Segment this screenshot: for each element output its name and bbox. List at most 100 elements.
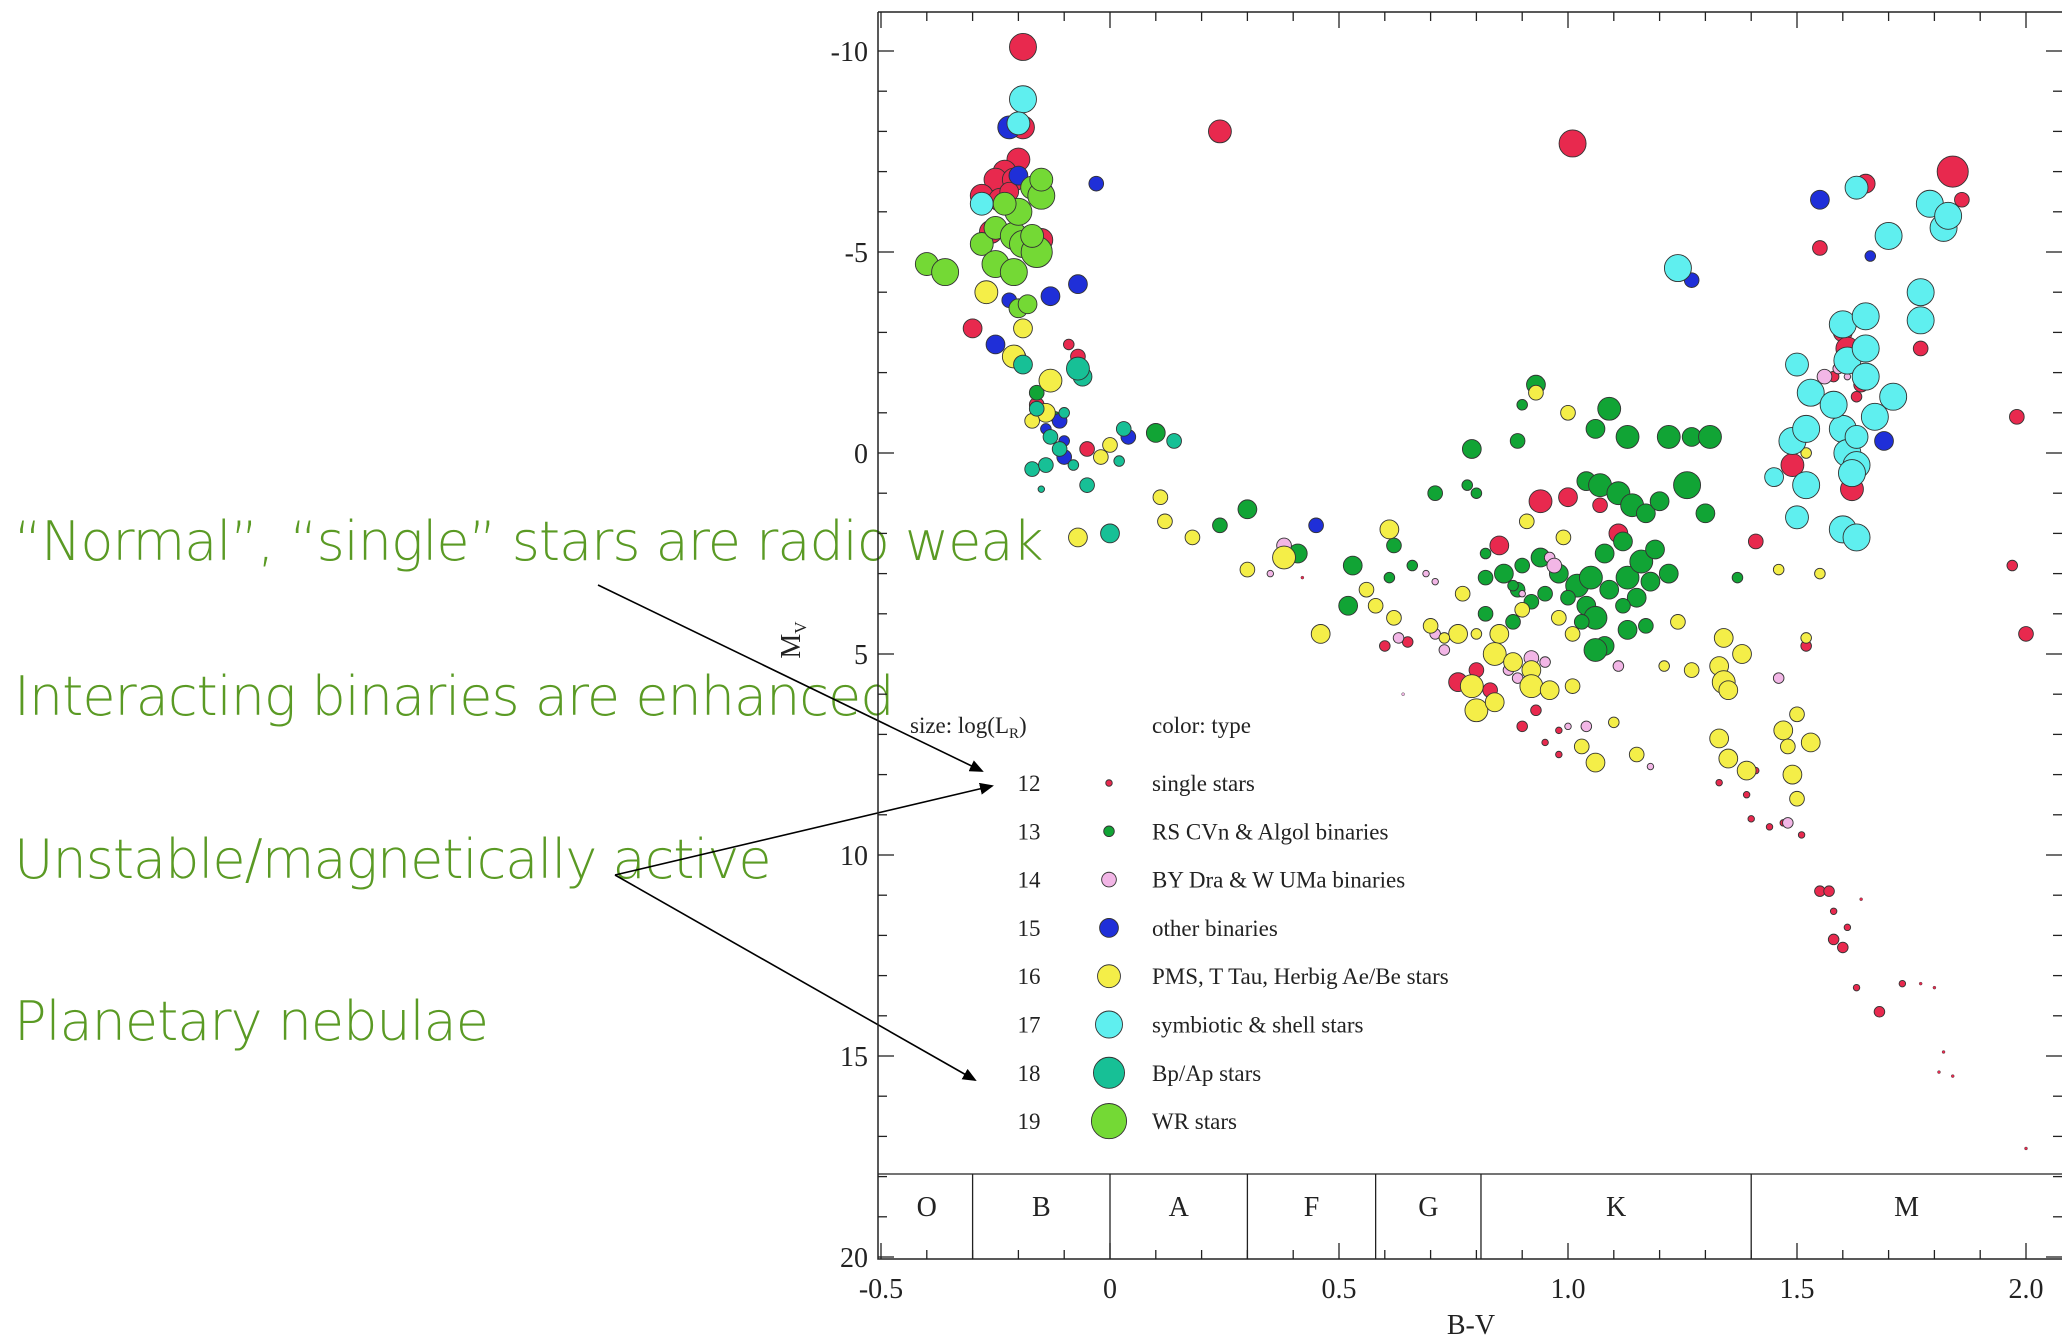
x-tick-label: -0.5 — [859, 1274, 903, 1305]
star-single — [1489, 535, 1510, 556]
star-pms — [1157, 513, 1173, 530]
star-pms — [1093, 449, 1109, 465]
star-pms — [1800, 632, 1812, 644]
star-bydra — [1266, 569, 1275, 578]
star-bpap — [1042, 429, 1059, 445]
star-single — [1555, 750, 1563, 759]
star-single — [1850, 390, 1863, 403]
star-rscvn — [1626, 587, 1647, 608]
star-bpap — [1166, 433, 1182, 449]
star-rscvn — [1636, 503, 1656, 524]
star-bydra — [1401, 692, 1405, 696]
data-points — [914, 33, 2034, 1151]
star-bydra — [1816, 368, 1833, 385]
star-wr — [1020, 224, 1045, 248]
star-rscvn — [1658, 563, 1679, 584]
star-pms — [1367, 597, 1384, 614]
star-rscvn — [1597, 396, 1622, 421]
star-single — [1747, 815, 1755, 823]
star-symb — [1844, 175, 1869, 200]
plot-border — [877, 11, 2062, 1260]
star-bpap — [1067, 459, 1080, 471]
star-wr — [999, 258, 1028, 287]
star-single — [962, 318, 983, 339]
star-pms — [1068, 527, 1088, 548]
legend-color-title: color: type — [1152, 713, 1251, 738]
spectral-label-G: G — [1418, 1192, 1438, 1223]
star-rscvn — [1505, 614, 1521, 630]
star-single — [1843, 923, 1852, 932]
y-tick-label: 5 — [854, 640, 868, 671]
star-other — [1874, 431, 1894, 451]
star-bpap — [1051, 441, 1068, 457]
star-single — [1715, 778, 1723, 787]
star-other — [1040, 286, 1061, 307]
x-tick-label: 0.5 — [1322, 1274, 1357, 1305]
spectral-label-A: A — [1169, 1192, 1190, 1223]
star-bpap — [1100, 523, 1120, 544]
star-pms — [1438, 632, 1451, 644]
star-pms — [1484, 692, 1505, 713]
star-pms — [1503, 652, 1523, 672]
star-single — [1954, 191, 1970, 208]
star-symb — [1785, 352, 1809, 377]
star-rscvn — [1507, 579, 1519, 592]
y-tick-label: 15 — [840, 1042, 868, 1073]
star-other — [985, 334, 1006, 355]
star-symb — [1819, 390, 1848, 419]
star-single — [1898, 979, 1907, 988]
star-rscvn — [1342, 555, 1363, 576]
star-single — [1932, 985, 1937, 990]
arrow-active-upper — [614, 782, 994, 876]
star-single — [1765, 823, 1774, 831]
star-pms — [1718, 748, 1739, 769]
star-wr — [1017, 294, 1038, 315]
legend-marker-rscvn — [1103, 825, 1115, 838]
star-pms — [1464, 698, 1489, 723]
star-symb — [1860, 402, 1889, 431]
legend-size-value: 17 — [1018, 1013, 1041, 1038]
star-pms — [1628, 746, 1645, 763]
star-symb — [1663, 254, 1692, 283]
star-pms — [1013, 318, 1033, 339]
y-tick-label: -10 — [831, 37, 868, 68]
star-pms — [1454, 585, 1471, 602]
star-symb — [1838, 459, 1866, 488]
star-wr — [1029, 167, 1054, 192]
star-rscvn — [1145, 423, 1166, 443]
star-bpap — [1028, 400, 1045, 417]
star-pms — [1482, 642, 1507, 666]
star-other — [1308, 517, 1324, 534]
star-pms — [1514, 601, 1530, 618]
star-symb — [1874, 221, 1903, 250]
x-tick-label: 1.5 — [1780, 1274, 1815, 1305]
star-bpap — [1037, 485, 1046, 493]
star-symb — [1796, 378, 1825, 407]
star-rscvn — [1237, 499, 1258, 520]
star-single — [1063, 338, 1075, 351]
star-rscvn — [1509, 433, 1526, 449]
star-bpap — [1058, 407, 1070, 419]
star-single — [1941, 1050, 1946, 1054]
star-single — [1936, 155, 1969, 188]
star-pms — [1608, 716, 1620, 729]
star-bydra — [1422, 569, 1430, 578]
star-pms — [1528, 384, 1544, 401]
star-rscvn — [1585, 419, 1606, 439]
y-tick-label: 0 — [854, 439, 868, 470]
star-single — [1592, 497, 1608, 514]
star-rscvn — [1477, 569, 1494, 586]
star-rscvn — [1599, 579, 1620, 600]
star-pms — [1489, 624, 1510, 644]
star-pms — [1564, 678, 1581, 694]
star-single — [2006, 559, 2019, 572]
star-single — [1837, 941, 1849, 954]
y-tick-label: -5 — [845, 238, 868, 269]
legend-marker-symb — [1095, 1010, 1123, 1039]
star-pms — [1310, 624, 1331, 644]
star-bydra — [1546, 557, 1563, 574]
star-pms — [1814, 567, 1826, 580]
star-single — [1558, 129, 1587, 158]
star-pms — [1658, 660, 1670, 672]
